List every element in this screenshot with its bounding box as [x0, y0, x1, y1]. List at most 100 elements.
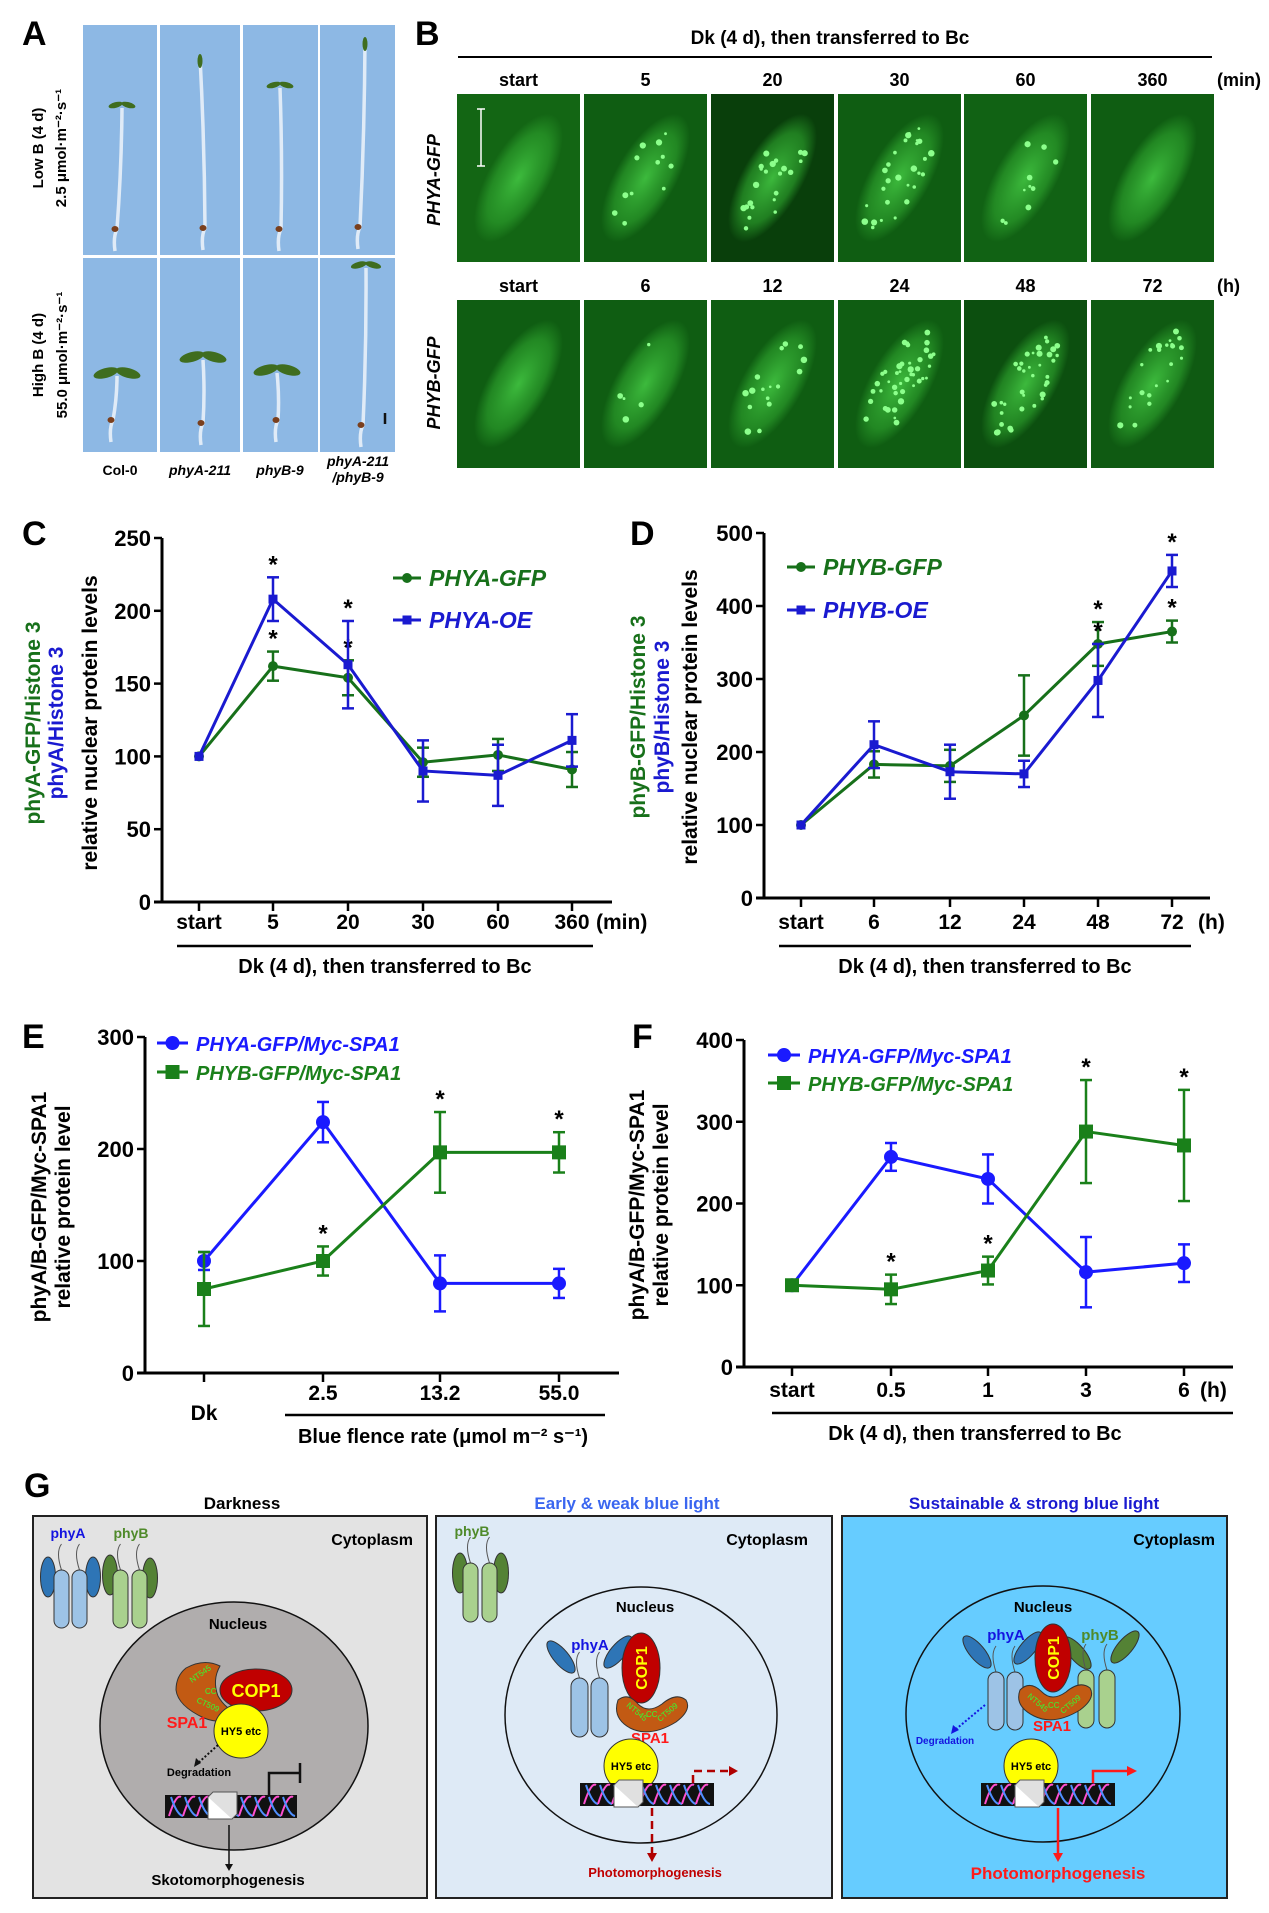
cotyledon [275, 364, 301, 376]
x-tick-label: start [778, 911, 824, 934]
dna-strand [1056, 1784, 1070, 1805]
early-nucleus [504, 1586, 778, 1844]
x-tick-label: 13.2 [420, 1382, 461, 1405]
dna-strand [252, 1795, 266, 1817]
significance-star: * [1081, 1054, 1091, 1081]
nuclear-body-spot [904, 376, 910, 383]
early-cop1-label: COP1 [634, 1646, 651, 1690]
nuclear-body-spot [1132, 422, 1138, 428]
nuclear-body-spot [924, 329, 931, 336]
significance-star: * [1093, 596, 1103, 623]
significance-star: * [1167, 595, 1177, 622]
darkness-degradation-label: Degradation [167, 1767, 231, 1779]
data-point [343, 660, 353, 670]
dna-strand [1082, 1783, 1096, 1805]
nuclear-body-spot [900, 389, 906, 395]
nuclear-body-spot [1055, 353, 1059, 358]
data-point [552, 1276, 566, 1291]
seedling-photo [243, 258, 318, 452]
phytochrome-linker [576, 1651, 600, 1679]
nuclear-body-spot [1039, 391, 1046, 398]
data-point [1177, 1138, 1191, 1153]
strong-degradation-arrow [954, 1704, 986, 1731]
nuclear-body-spot [870, 388, 876, 394]
time-point-label: start [499, 70, 538, 90]
x-tick-label: Dk [191, 1402, 218, 1425]
nuclear-body-spot [1154, 384, 1158, 388]
nuclear-body-spot [915, 139, 919, 142]
nuclear-body-spot [922, 156, 927, 161]
y-axis-label: relative protein level [52, 1105, 75, 1308]
nuclear-body-spot [915, 141, 919, 146]
significance-star: * [1167, 529, 1177, 556]
x-tick-label: 2.5 [308, 1382, 338, 1405]
nucleus-glow [981, 319, 1070, 449]
y-tick-label: 0 [139, 890, 151, 915]
y-axis-label: phyA/B-GFP/Myc-SPA1 [626, 1089, 649, 1320]
cotyledon-closed [362, 37, 368, 51]
panels-a-b: A Low B (4 d) 2.5 μmol·m⁻²·s⁻¹ High B (4… [22, 15, 1261, 485]
panel-b-title: Dk (4 d), then transferred to Bc [691, 28, 970, 49]
nuclear-body-spot [885, 178, 891, 184]
nuclear-body-spot [1023, 188, 1026, 192]
nuclear-body-spot [747, 215, 752, 220]
data-point [433, 1276, 447, 1291]
phytochrome-body [570, 1677, 589, 1738]
nuclear-body-spot [622, 192, 629, 199]
x-tick-label: 24 [1012, 911, 1036, 934]
phytochrome-body [131, 1569, 148, 1629]
strong-domain-cc: CC [1048, 1701, 1060, 1710]
significance-star: * [554, 1106, 564, 1133]
time-point-label: 20 [762, 70, 782, 90]
nuclear-body-spot [1147, 393, 1152, 398]
data-point [869, 740, 879, 750]
nuclear-body-spot [1030, 186, 1036, 191]
nuclear-body-spot [638, 402, 644, 408]
darkness-promoter-repressed-icon [267, 1763, 302, 1795]
nuclear-body-spot [893, 150, 897, 155]
nuclear-body-spot [927, 149, 935, 157]
nuclear-body-spot [1172, 328, 1179, 335]
y-axis-label: relative nuclear protein levels [79, 575, 102, 870]
darkness-dna [165, 1791, 297, 1820]
dna-strand [599, 1784, 613, 1805]
legend-marker [402, 573, 412, 583]
seedling-photo [320, 25, 395, 255]
dna-strand [1000, 1784, 1014, 1805]
strong-cytoplasm-label: Cytoplasm [1133, 1532, 1215, 1549]
nuclear-body-spot [655, 139, 663, 146]
nuclear-body-spot [1043, 335, 1048, 340]
y-axis-label: phyA/B-GFP/Myc-SPA1 [28, 1091, 51, 1322]
nuclear-body-spot [891, 384, 898, 390]
phytochrome-linker [117, 1543, 140, 1571]
nuclear-body-spot [1003, 221, 1008, 225]
legend-marker [402, 615, 412, 625]
nuclear-body-spot [920, 172, 926, 177]
dna-strand [182, 1795, 196, 1817]
promoter-element-side [613, 1779, 644, 1808]
y-tick-label: 100 [696, 1273, 733, 1298]
nuclear-body-spot [1000, 218, 1005, 223]
time-unit-label: (min) [1217, 70, 1261, 90]
nucleus-glow [474, 319, 563, 449]
nuclear-body-spot [617, 393, 624, 399]
seed-coat [107, 417, 115, 423]
nuclear-body-spot [893, 216, 897, 220]
x-unit-label: (h) [1198, 911, 1225, 934]
x-axis-label: Dk (4 d), then transferred to Bc [238, 956, 531, 978]
row-label-high-b-fluence: 55.0 μmol·m⁻²·s⁻¹ [54, 292, 71, 419]
nuclear-body-spot [1035, 344, 1042, 351]
y-tick-label: 100 [716, 813, 753, 838]
nuclear-body-spot [904, 199, 910, 205]
significance-star: * [268, 551, 278, 578]
x-tick-label: 48 [1086, 911, 1110, 934]
early-hy5-label: HY5 etc [611, 1761, 651, 1773]
nuclear-body-spot [921, 376, 925, 381]
early-phyb-label: phyB [455, 1523, 490, 1539]
nuclear-body-spot [899, 361, 905, 367]
y-axis-label: phyA-GFP/Histone 3 [22, 621, 45, 824]
fluorescence-image [1091, 300, 1214, 468]
early-outcome-arrowhead [647, 1853, 657, 1862]
nuclear-body-spot [1008, 427, 1014, 433]
y-tick-label: 100 [114, 744, 151, 769]
